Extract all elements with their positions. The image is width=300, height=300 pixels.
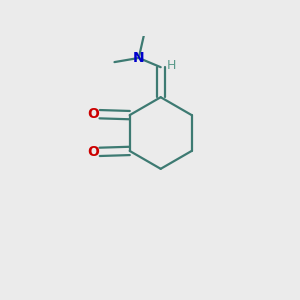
Text: O: O [87, 145, 99, 159]
Text: N: N [133, 51, 145, 65]
Text: H: H [167, 59, 176, 72]
Text: O: O [87, 107, 99, 121]
